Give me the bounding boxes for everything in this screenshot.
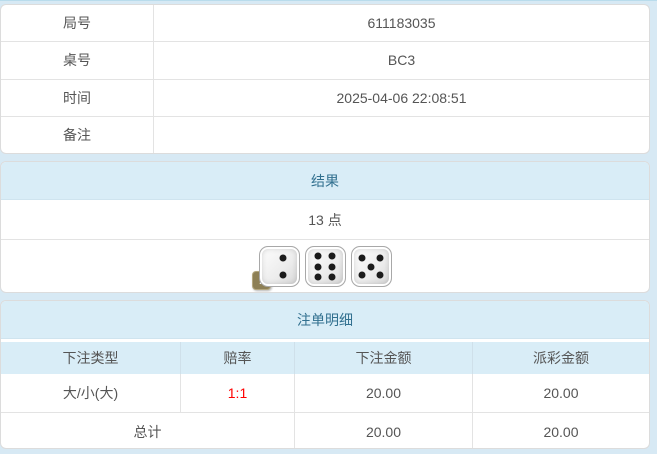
round-id-value: 611183035: [367, 15, 436, 32]
bet-type-value: 大/小(大): [62, 385, 119, 401]
remark-label: 备注: [1, 116, 154, 153]
payout-amount-value: 20.00: [472, 374, 649, 412]
total-label: 总计: [133, 423, 162, 440]
result-header: 结果: [1, 162, 649, 200]
table-row: 大/小(大) 1:1 20.00 20.00: [1, 374, 649, 413]
table-id-label: 桌号: [1, 42, 154, 79]
totals-row: 总计 20.00 20.00: [1, 413, 649, 448]
die-6-image: [304, 246, 346, 287]
time-label: 时间: [1, 79, 154, 116]
divider: [1, 339, 649, 342]
table-row: 局号 611183035: [1, 5, 649, 43]
table-row: 时间 2025-04-06 22:08:51: [1, 79, 649, 117]
odds-value: 1:1: [180, 374, 294, 412]
bets-header: 注单明细: [1, 301, 649, 339]
remark-value: [154, 117, 649, 153]
total-payout-amount: 20.00: [472, 413, 649, 448]
col-bet-type: 下注类型: [62, 350, 119, 366]
bet-amount-value: 20.00: [294, 374, 472, 412]
round-id-label: 局号: [1, 5, 154, 42]
col-bet-amount: 下注金额: [294, 342, 472, 374]
table-row: 备注: [1, 116, 649, 153]
die-2-image: [258, 246, 300, 287]
total-bet-amount: 20.00: [294, 413, 472, 448]
result-section: 结果 13 点 i: [0, 161, 650, 293]
table-row: 桌号 BC3: [1, 42, 649, 80]
col-odds: 赔率: [180, 342, 294, 374]
bets-table-header: 下注类型 赔率 下注金额 派彩金额: [1, 342, 649, 374]
dice-result-images[interactable]: i: [251, 246, 392, 290]
bets-section: 注单明细 下注类型 赔率 下注金额 派彩金额 大/小(大) 1:1 20.00 …: [0, 300, 650, 449]
time-value: 2025-04-06 22:08:51: [336, 89, 467, 106]
dice-row: i: [1, 240, 649, 292]
table-id-value: BC3: [387, 52, 416, 69]
game-info-table: 局号 611183035 桌号 BC3 时间 2025-04-06 22:08:…: [0, 4, 650, 154]
die-5-image: [350, 246, 392, 287]
col-payout-amount: 派彩金额: [472, 342, 649, 374]
points-total: 13 点: [1, 200, 649, 240]
